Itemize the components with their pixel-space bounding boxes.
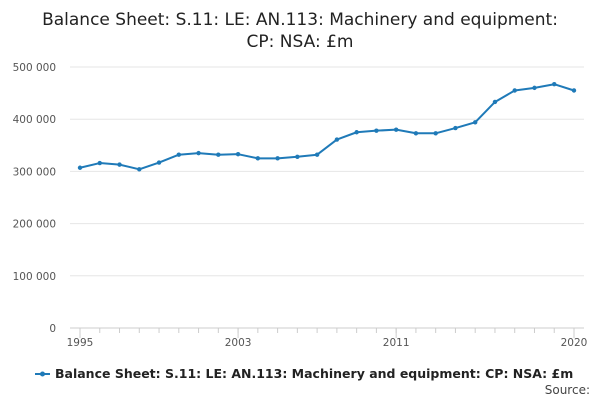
chart-title-line-1: Balance Sheet: S.11: LE: AN.113: Machine… [42,10,558,30]
series-group [77,82,577,172]
y-axis: 0 100 000 200 000 300 000 400 000 500 000 [13,62,56,335]
data-point [137,167,142,172]
y-tick-label: 400 000 [13,114,56,126]
data-point [354,130,359,135]
legend-marker-icon [40,371,45,377]
data-point [77,165,83,170]
data-point [453,125,458,131]
chart-title: Balance Sheet: S.11: LE: AN.113: Machine… [42,10,558,52]
y-tick-label: 300 000 [13,166,56,178]
x-tick-label: 2011 [383,337,410,349]
data-point [295,154,300,159]
y-tick-label: 200 000 [13,219,56,231]
data-point [413,131,419,136]
data-point [196,150,201,156]
data-point [255,156,261,161]
series-line [79,83,575,171]
grid-lines [70,66,584,277]
x-axis: 1995 2003 2011 2020 [67,327,588,349]
y-tick-label: 0 [49,323,56,335]
x-tick-label: 1995 [67,337,94,349]
x-tick-label: 2020 [561,337,588,349]
chart-title-line-2: CP: NSA: £m [247,32,354,52]
data-point [393,127,399,132]
data-point [374,128,379,133]
data-point [216,152,221,157]
y-tick-label: 500 000 [13,62,56,74]
data-point [117,162,122,167]
data-point [334,137,340,142]
data-point [571,88,577,93]
source-label: Source: [545,383,590,397]
data-point [314,152,320,157]
data-point [176,152,181,157]
data-point [97,160,102,166]
data-point [433,131,438,136]
data-point [235,151,241,157]
y-tick-label: 100 000 [13,271,56,283]
legend[interactable]: Balance Sheet: S.11: LE: AN.113: Machine… [35,366,573,381]
legend-label: Balance Sheet: S.11: LE: AN.113: Machine… [55,366,573,381]
data-point [156,160,162,165]
data-point [532,85,537,91]
data-point [275,156,280,161]
data-point [473,120,478,125]
data-point [492,99,498,105]
x-tick-label: 2003 [225,337,252,349]
data-point [512,88,517,93]
data-point [552,82,557,87]
